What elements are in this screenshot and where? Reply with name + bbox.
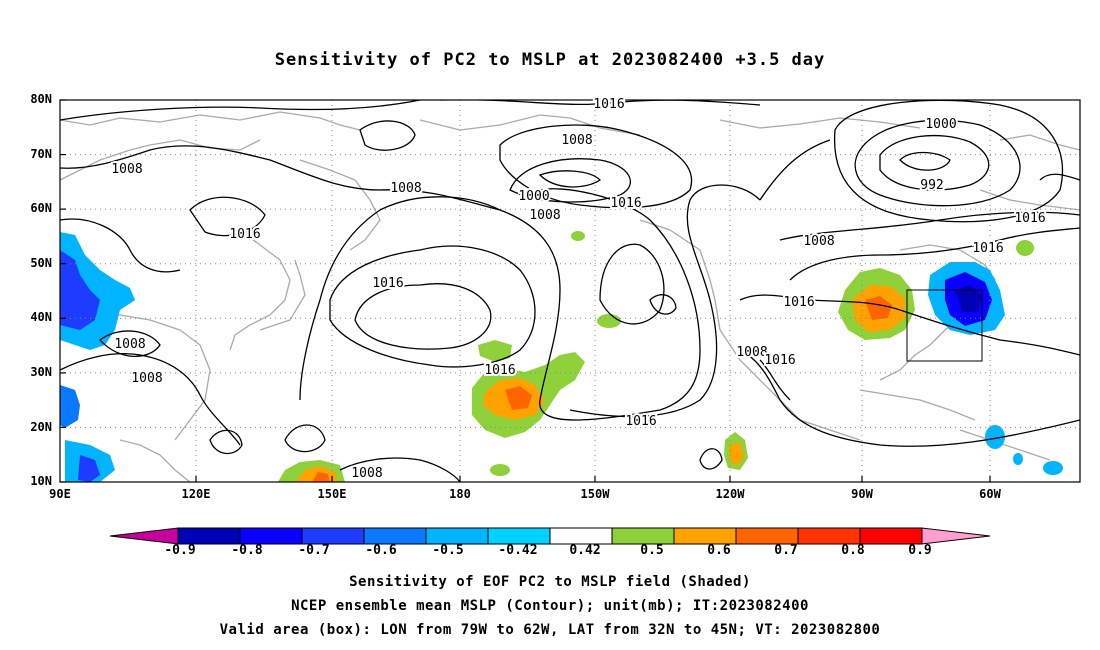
contour-label: 1008 [351,466,382,481]
contour-label: 1008 [390,181,421,196]
colorbar-cell [859,527,923,545]
lon-label: 60W [979,487,1001,501]
contour-label: 1008 [131,371,162,386]
map-frame [59,99,1081,483]
lat-label: 20N [30,420,52,434]
lat-label: 10N [30,474,52,488]
colorbar-cell [673,527,737,545]
colorbar-label: 0.7 [774,543,798,558]
colorbar-label: 0.5 [640,543,664,558]
colorbar-label: -0.42 [498,543,538,558]
contour-label: 1016 [972,241,1003,256]
lon-label: 120W [715,487,745,501]
colorbar-cell [611,527,675,545]
valid-area-box [906,289,983,362]
lon-label: 90W [851,487,873,501]
contour-label: 1008 [114,337,145,352]
contour-label: 1000 [925,117,956,132]
colorbar-label: -0.7 [298,543,330,558]
colorbar-low-arrow [109,527,179,545]
colorbar-label: 0.9 [908,543,932,558]
contour-label: 1016 [372,276,403,291]
colorbar-label: -0.8 [231,543,263,558]
mslp-contours [60,100,1080,482]
colorbar-cell [425,527,489,545]
colorbar-cell [301,527,365,545]
lat-label: 70N [30,147,52,161]
contour-label: 1016 [593,97,624,112]
contour-label: 1016 [484,363,515,378]
contour-label: 1008 [529,208,560,223]
contour-label: 1016 [1014,211,1045,226]
figure-title: Sensitivity of PC2 to MSLP at 2023082400… [274,50,826,70]
footer-line-1: Sensitivity of EOF PC2 to MSLP field (Sh… [349,574,751,590]
colorbar-label: 0.42 [569,543,601,558]
lon-label: 150E [317,487,347,501]
colorbar-cell [363,527,427,545]
contour-label: 1008 [736,345,767,360]
contour-label: 1016 [229,227,260,242]
colorbar-cell [549,527,613,545]
footer-line-2: NCEP ensemble mean MSLP (Contour); unit(… [291,598,809,614]
contour-label: 1008 [803,234,834,249]
lon-label: 120E [181,487,211,501]
colorbar-cells [177,527,923,545]
contour-label: 1008 [111,162,142,177]
colorbar-cell [177,527,241,545]
colorbar-label: 0.6 [707,543,731,558]
colorbar-cell [239,527,303,545]
colorbar-cell [735,527,799,545]
shaded-sensitivity [60,231,1063,482]
lon-label: 90E [49,487,71,501]
lat-label: 50N [30,256,52,270]
lat-label: 80N [30,92,52,106]
lon-label: 150W [580,487,610,501]
colorbar-label: -0.9 [164,543,196,558]
contour-label: 1016 [625,414,656,429]
colorbar-label: -0.5 [432,543,464,558]
colorbar-cell [487,527,551,545]
colorbar-label: 0.8 [841,543,865,558]
contour-labels: 1016 1008 1008 1000 1008 1016 1008 1016 … [109,95,1047,483]
contour-label: 1008 [561,133,592,148]
colorbar-cell [797,527,861,545]
lon-label: 180 [449,487,471,501]
lat-label: 40N [30,310,52,324]
colorbar-high-arrow [921,527,991,545]
contour-label: 1000 [518,189,549,204]
colorbar-label: -0.6 [365,543,397,558]
coastlines [60,111,1080,482]
lat-label: 30N [30,365,52,379]
contour-label: 1016 [783,295,814,310]
contour-label: 992 [920,178,943,193]
footer-line-3: Valid area (box): LON from 79W to 62W, L… [219,622,881,638]
contour-label: 1016 [764,353,795,368]
lat-label: 60N [30,201,52,215]
contour-label: 1016 [610,196,641,211]
